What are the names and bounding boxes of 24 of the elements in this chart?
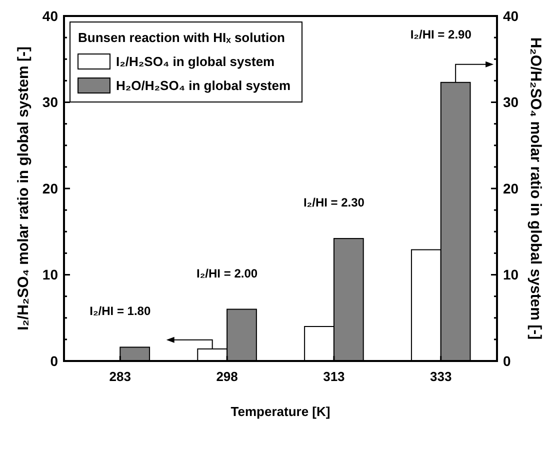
y2-tick-label: 40 (503, 8, 519, 24)
y2-tick-label: 20 (503, 180, 519, 196)
x-axis-title: Temperature [K] (230, 404, 330, 419)
y2-tick-label: 0 (503, 352, 511, 369)
annotation: I₂/HI = 2.00 (196, 266, 258, 280)
annotation: I₂/HI = 1.80 (90, 304, 151, 318)
annotation: I₂/HI = 2.30 (303, 196, 365, 210)
y2-axis-title: H₂O/H₂SO₄ molar ratio in global system [-] (527, 37, 544, 340)
y-tick-label: 40 (42, 8, 58, 24)
annotation: I₂/HI = 2.90 (410, 27, 472, 42)
y2-tick-label: 10 (503, 266, 519, 283)
legend-title: Bunsen reaction with HIₓ solution (78, 30, 286, 45)
legend-label: I₂/H₂SO₄ in global system (116, 54, 275, 69)
y2-tick-label: 30 (503, 94, 519, 110)
y-tick-label: 30 (42, 94, 58, 110)
x-tick-label: 298 (216, 369, 238, 384)
y-tick-label: 20 (42, 180, 58, 196)
x-tick-label: 283 (109, 369, 131, 384)
y-axis-title: I₂/H₂SO₄ molar ratio in global system [-] (15, 46, 32, 330)
x-tick-label: 333 (430, 369, 452, 384)
y-tick-label: 0 (50, 352, 58, 369)
x-tick-label: 313 (323, 369, 345, 384)
legend-label: H₂O/H₂SO₄ in global system (116, 78, 291, 93)
y-tick-label: 10 (42, 266, 58, 283)
